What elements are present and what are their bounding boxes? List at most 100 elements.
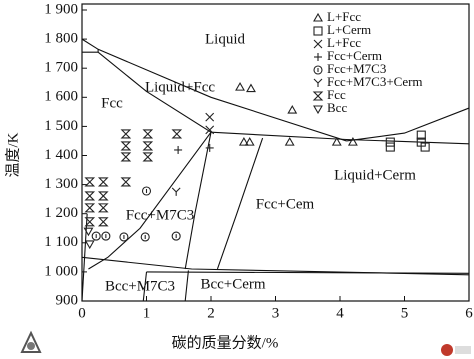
marker-circle-bar bbox=[91, 231, 101, 241]
marker-square bbox=[313, 26, 323, 36]
marker-circle-bar bbox=[313, 65, 323, 75]
marker-bowtie bbox=[120, 141, 132, 151]
marker-part bbox=[120, 129, 132, 139]
legend-label: L+Cerm bbox=[327, 22, 371, 37]
marker-part bbox=[140, 232, 150, 242]
marker-bowtie bbox=[171, 129, 183, 139]
marker-circle-bar bbox=[140, 232, 150, 242]
marker-triangle bbox=[238, 137, 249, 146]
marker-triangle bbox=[244, 137, 255, 146]
marker-part bbox=[120, 177, 132, 187]
marker-square bbox=[385, 142, 395, 152]
marker-part bbox=[142, 129, 154, 139]
logo bbox=[20, 330, 42, 353]
marker-triangle bbox=[284, 137, 295, 146]
region-label: Liquid bbox=[205, 31, 245, 47]
marker-triangle bbox=[246, 83, 256, 93]
marker-part bbox=[97, 203, 109, 213]
marker-square bbox=[385, 137, 395, 147]
marker-x bbox=[205, 125, 215, 135]
marker-part bbox=[287, 104, 298, 114]
marker-bowtie bbox=[84, 191, 96, 201]
x-tick-label: 2 bbox=[207, 305, 215, 321]
marker-bowtie bbox=[84, 177, 96, 187]
legend-label: Fcc+M7C3+Cerm bbox=[327, 74, 423, 89]
phase-boundary bbox=[216, 137, 264, 270]
phase-boundary bbox=[81, 38, 347, 142]
marker-part bbox=[313, 78, 319, 84]
marker-bowtie bbox=[84, 203, 96, 213]
marker-part bbox=[313, 26, 323, 36]
marker-part bbox=[313, 12, 323, 22]
marker-bowtie bbox=[97, 203, 109, 213]
y-tick-label: 900 bbox=[56, 292, 79, 308]
marker-part bbox=[83, 227, 94, 237]
marker-part bbox=[171, 187, 177, 193]
phase-boundary bbox=[142, 271, 148, 302]
marker-part bbox=[84, 240, 95, 250]
marker-down-triangle bbox=[83, 227, 94, 237]
legend-label: Bcc bbox=[327, 100, 347, 115]
marker-bowtie bbox=[120, 152, 132, 162]
phase-boundary bbox=[97, 51, 212, 133]
marker-part bbox=[347, 137, 358, 146]
marker-part bbox=[119, 232, 129, 242]
region-label: Liquid+Cerm bbox=[334, 167, 416, 183]
legend-label: L+Fcc bbox=[327, 9, 361, 24]
y-axis-label: 温度/K bbox=[4, 132, 21, 177]
x-tick-label: 3 bbox=[272, 305, 280, 321]
region-label: Bcc+Cerm bbox=[200, 276, 265, 292]
marker-part bbox=[141, 186, 152, 196]
marker-x bbox=[313, 39, 323, 49]
y-tick-label: 1 700 bbox=[44, 60, 78, 76]
region-label: Fcc+Cem bbox=[256, 196, 315, 212]
marker-bowtie bbox=[142, 152, 154, 162]
region-label: Bcc+M7C3 bbox=[105, 278, 175, 294]
legend-label: Fcc bbox=[327, 87, 346, 102]
marker-bowtie bbox=[120, 177, 132, 187]
marker-part bbox=[416, 137, 426, 147]
marker-bowtie bbox=[97, 177, 109, 187]
marker-part bbox=[312, 91, 324, 101]
marker-down-triangle bbox=[84, 240, 95, 250]
marker-part bbox=[84, 191, 96, 201]
marker-part bbox=[91, 231, 101, 241]
x-tick-label: 0 bbox=[78, 305, 86, 321]
watermark bbox=[441, 344, 471, 356]
marker-part bbox=[97, 191, 109, 201]
marker-down-triangle bbox=[313, 105, 323, 115]
marker-part bbox=[175, 187, 181, 193]
phase-boundary bbox=[346, 107, 470, 142]
marker-part bbox=[238, 137, 249, 146]
phase-boundary bbox=[184, 132, 212, 270]
marker-bowtie bbox=[84, 217, 96, 227]
marker-part bbox=[317, 78, 323, 84]
x-tick-label: 1 bbox=[143, 305, 151, 321]
marker-part bbox=[101, 231, 111, 241]
y-tick-label: 1 200 bbox=[44, 205, 78, 221]
marker-part bbox=[244, 137, 255, 146]
marker-part bbox=[120, 152, 132, 162]
plot-frame bbox=[81, 3, 470, 302]
marker-part bbox=[313, 39, 323, 49]
marker-part bbox=[97, 217, 109, 227]
marker-part bbox=[416, 130, 426, 140]
marker-triangle bbox=[287, 104, 298, 114]
y-tick-label: 1 400 bbox=[44, 147, 78, 163]
marker-part bbox=[246, 83, 256, 93]
marker-y bbox=[313, 78, 323, 87]
legend-label: L+Fcc bbox=[327, 35, 361, 50]
marker-bowtie bbox=[97, 217, 109, 227]
marker-y bbox=[171, 187, 181, 196]
marker-part bbox=[171, 129, 183, 139]
marker-part bbox=[313, 65, 323, 75]
marker-part bbox=[385, 137, 395, 147]
marker-part bbox=[205, 125, 215, 135]
marker-part bbox=[235, 82, 245, 91]
phase-boundary bbox=[88, 131, 212, 270]
x-tick-label: 5 bbox=[401, 305, 409, 321]
marker-triangle bbox=[347, 137, 358, 146]
marker-part bbox=[97, 177, 109, 187]
y-tick-label: 1 900 bbox=[44, 1, 78, 17]
